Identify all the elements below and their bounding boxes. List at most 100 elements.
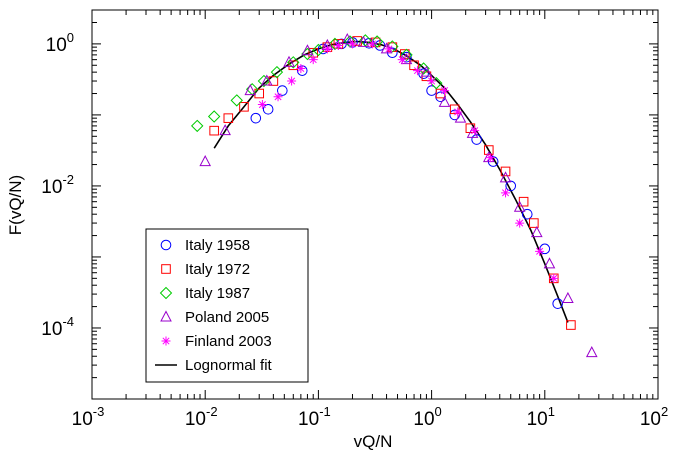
- legend-entry: Italy 1958: [160, 237, 250, 254]
- legend-label: Finland 2003: [185, 333, 272, 350]
- data-point: [454, 111, 467, 123]
- y-tick-label: 10-4: [41, 314, 74, 340]
- x-tick-label: 100: [413, 404, 441, 430]
- data-point: [333, 40, 343, 50]
- legend: Italy 1958 Italy 1972 Italy 1987 Poland 200…: [145, 228, 309, 383]
- data-point: [529, 218, 539, 228]
- data-point: [400, 48, 413, 62]
- data-point: [397, 55, 407, 65]
- legend-entry: Lognormal fit: [155, 357, 273, 374]
- data-point: [287, 56, 300, 69]
- data-point: [435, 91, 446, 103]
- axis-ticks: [91, 9, 659, 400]
- y-tick-label: 10-2: [41, 172, 74, 198]
- series-finland-2003: [257, 39, 559, 283]
- data-point: [257, 100, 267, 110]
- legend-marker: [161, 336, 171, 346]
- data-point: [485, 153, 495, 163]
- legend-label: Italy 1958: [185, 237, 250, 254]
- data-point: [357, 35, 370, 47]
- legend-entry: Italy 1987: [159, 285, 250, 302]
- legend-marker: [161, 264, 171, 274]
- data-point: [283, 55, 295, 67]
- data-point: [535, 246, 545, 256]
- legend-label: Lognormal fit: [185, 357, 273, 374]
- data-point: [500, 166, 511, 177]
- data-point: [409, 60, 419, 71]
- legend-entry: Italy 1972: [161, 261, 250, 278]
- legend-label: Italy 1972: [185, 261, 250, 278]
- data-point: [250, 112, 262, 124]
- data-point: [417, 62, 430, 75]
- data-point: [515, 218, 525, 228]
- data-point: [270, 65, 284, 79]
- data-point: [199, 155, 212, 167]
- legend-label: Poland 2005: [185, 309, 269, 326]
- data-point: [296, 64, 306, 74]
- data-point: [483, 145, 494, 155]
- data-point: [438, 95, 451, 107]
- data-point: [370, 35, 384, 48]
- data-point: [260, 74, 273, 86]
- x-tick-label: 10-1: [298, 404, 331, 430]
- data-point: [470, 126, 480, 136]
- data-point: [209, 125, 219, 136]
- legend-marker: [160, 310, 172, 322]
- data-point: [288, 60, 299, 71]
- data-point: [301, 44, 314, 56]
- data-point: [412, 66, 422, 76]
- data-point: [191, 119, 204, 133]
- data-point: [501, 188, 511, 198]
- data-point: [449, 104, 460, 115]
- data-point: [239, 102, 249, 112]
- x-tick-label: 10-2: [185, 404, 218, 430]
- data-point: [296, 65, 308, 76]
- y-tick-label: 100: [46, 30, 74, 56]
- data-point: [552, 298, 563, 309]
- data-point: [549, 273, 559, 283]
- data-point: [273, 92, 283, 102]
- data-point: [420, 65, 433, 77]
- data-point: [219, 124, 231, 136]
- data-point: [453, 107, 463, 117]
- x-tick-label: 10-3: [72, 404, 105, 430]
- data-point: [367, 39, 377, 49]
- data-point: [257, 74, 271, 88]
- legend-box: [145, 228, 309, 383]
- data-point: [347, 39, 357, 49]
- data-point: [312, 43, 325, 57]
- data-point: [530, 226, 543, 238]
- data-point: [401, 51, 412, 63]
- data-point: [308, 55, 318, 65]
- plot-frame: [91, 9, 659, 400]
- data-point: [418, 68, 429, 80]
- data-point: [277, 85, 288, 96]
- data-point: [513, 200, 526, 212]
- data-point: [322, 44, 332, 54]
- legend-entry: Finland 2003: [161, 333, 272, 350]
- data-point: [543, 257, 556, 269]
- legend-label: Italy 1987: [185, 285, 250, 302]
- data-point: [230, 94, 243, 107]
- data-point: [585, 346, 598, 358]
- legend-entry: Poland 2005: [160, 309, 269, 326]
- data-point: [400, 53, 413, 65]
- legend-marker: [159, 286, 173, 300]
- data-point: [244, 84, 257, 96]
- data-point: [562, 291, 574, 304]
- data-point: [341, 33, 354, 45]
- series-poland-2005: [199, 33, 598, 358]
- data-point: [384, 44, 394, 54]
- data-point: [262, 103, 274, 115]
- y-axis-label: F(vQ/N): [6, 175, 25, 235]
- series-layer: [191, 33, 598, 358]
- data-point: [499, 171, 512, 183]
- data-point: [223, 113, 234, 123]
- data-point: [518, 196, 529, 207]
- data-point: [207, 110, 221, 123]
- legend-marker: [160, 239, 172, 251]
- data-point: [521, 208, 533, 220]
- tick-labels: 10-3 10-2 10-1 100 101 102 100 10-2 10-4: [41, 30, 668, 430]
- x-axis-label: vQ/N: [354, 432, 393, 451]
